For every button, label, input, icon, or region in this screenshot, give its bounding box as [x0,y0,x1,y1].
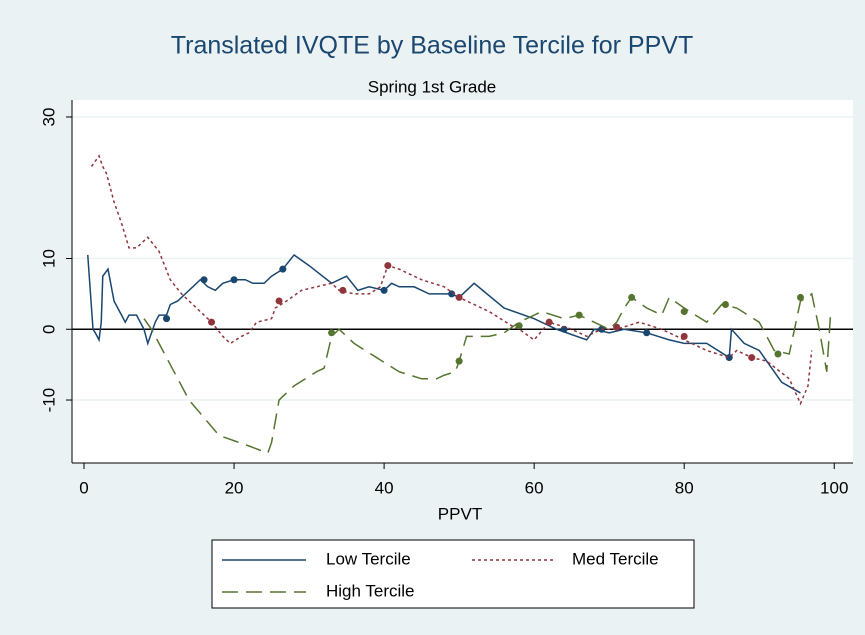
series-marker [560,325,568,333]
series-marker [721,300,729,308]
series-marker [339,286,347,294]
series-marker [774,350,782,358]
legend-label: Med Tercile [572,549,659,568]
chart-subtitle: Spring 1st Grade [368,77,497,96]
series-marker [455,293,463,301]
series-marker [628,293,636,301]
x-tick-label: 20 [225,478,244,497]
x-tick-label: 40 [375,478,394,497]
series-marker [448,290,456,298]
x-tick-label: 0 [79,478,88,497]
series-marker [748,354,756,362]
x-axis-label: PPVT [438,504,482,523]
plot-area [72,100,853,463]
x-tick-label: 60 [525,478,544,497]
legend-label: Low Tercile [326,549,411,568]
series-marker [380,286,388,294]
series-marker [680,308,688,316]
series-marker [279,265,287,273]
x-tick-label: 100 [820,478,848,497]
series-line [87,253,801,394]
series-marker [200,276,208,284]
series-marker [796,293,804,301]
series-marker [643,329,651,337]
y-tick-label: 10 [39,249,58,268]
series-marker [163,315,171,323]
legend [211,539,695,609]
legend-label: High Tercile [326,581,415,600]
series-marker [384,262,392,270]
series-marker [455,357,463,365]
series-line [143,292,832,455]
series-marker [545,318,553,326]
series-marker [275,297,283,305]
y-tick-label: 0 [39,325,58,334]
series-marker [680,332,688,340]
x-tick-label: 80 [675,478,694,497]
series-marker [613,323,621,331]
series-marker [575,311,583,319]
series-marker [328,329,336,337]
y-tick-label: -10 [39,388,58,413]
series-line [90,154,813,406]
series-marker [515,322,523,330]
y-tick-label: 30 [39,108,58,127]
chart-title: Translated IVQTE by Baseline Tercile for… [171,32,693,60]
series-marker [230,276,238,284]
series-marker [208,318,216,326]
